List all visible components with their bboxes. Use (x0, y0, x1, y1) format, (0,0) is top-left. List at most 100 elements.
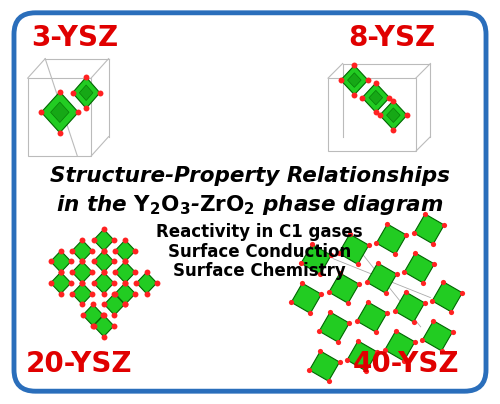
Point (355, 281, 363, 287)
Point (411, 339, 419, 345)
Point (372, 329, 380, 335)
Polygon shape (50, 102, 69, 122)
Polygon shape (104, 294, 124, 315)
Point (121, 258, 129, 265)
Point (79, 312, 87, 318)
Point (90, 323, 98, 329)
Polygon shape (338, 234, 369, 264)
Point (318, 291, 326, 297)
Point (56, 88, 64, 95)
Point (325, 289, 333, 295)
Polygon shape (357, 302, 387, 332)
Point (344, 300, 352, 307)
Text: 8-YSZ: 8-YSZ (348, 25, 435, 53)
Point (78, 280, 86, 286)
Point (400, 269, 408, 275)
Point (383, 310, 391, 316)
Polygon shape (348, 73, 361, 87)
Point (354, 338, 362, 344)
Point (121, 258, 129, 265)
Point (315, 328, 323, 335)
Point (78, 301, 86, 307)
Point (381, 347, 389, 353)
Point (403, 112, 411, 118)
Polygon shape (376, 224, 406, 254)
Point (428, 298, 436, 304)
Point (111, 269, 119, 276)
Point (410, 319, 418, 325)
Text: Structure-Property Relationships: Structure-Property Relationships (50, 166, 450, 186)
Point (121, 237, 129, 243)
Point (392, 328, 400, 334)
Point (430, 261, 438, 267)
Polygon shape (94, 229, 114, 251)
Polygon shape (380, 101, 407, 130)
Point (110, 323, 118, 329)
Point (326, 309, 334, 315)
Text: Surface Conduction: Surface Conduction (168, 243, 352, 261)
Point (78, 258, 86, 265)
Point (74, 109, 82, 116)
Point (308, 241, 316, 248)
Point (38, 109, 46, 116)
Point (78, 237, 86, 243)
Point (110, 312, 118, 318)
Point (402, 288, 409, 295)
Point (287, 299, 295, 305)
Point (346, 320, 354, 326)
Point (353, 318, 361, 324)
Point (121, 280, 129, 286)
Point (46, 258, 54, 265)
Point (82, 105, 90, 112)
Point (390, 97, 398, 104)
Point (448, 309, 456, 315)
Point (111, 290, 119, 297)
Point (386, 95, 394, 101)
Polygon shape (83, 304, 103, 326)
Point (68, 248, 76, 254)
Point (90, 280, 98, 286)
Text: 40-YSZ: 40-YSZ (353, 349, 460, 378)
Point (121, 301, 129, 307)
Point (420, 280, 428, 286)
Polygon shape (310, 351, 340, 381)
Point (421, 211, 429, 217)
Point (336, 77, 344, 83)
Point (100, 333, 108, 340)
Point (438, 347, 446, 354)
Polygon shape (80, 85, 93, 101)
Point (132, 290, 140, 297)
Point (100, 269, 108, 276)
Point (306, 367, 314, 373)
Polygon shape (115, 261, 136, 283)
Polygon shape (414, 214, 444, 244)
Polygon shape (291, 283, 322, 314)
Point (306, 310, 314, 317)
Point (354, 261, 362, 267)
Point (418, 337, 426, 343)
Polygon shape (432, 282, 462, 312)
Polygon shape (386, 108, 400, 122)
Point (56, 130, 64, 136)
Polygon shape (94, 272, 114, 294)
Point (364, 77, 372, 83)
Point (68, 90, 76, 96)
Point (430, 318, 438, 324)
Point (100, 290, 108, 297)
Point (88, 248, 96, 254)
Point (384, 221, 392, 227)
Point (100, 248, 108, 254)
Point (142, 290, 150, 297)
Point (297, 260, 305, 267)
Polygon shape (362, 83, 390, 112)
Point (448, 328, 456, 335)
Point (327, 252, 335, 259)
Point (372, 240, 380, 246)
Text: 20-YSZ: 20-YSZ (26, 349, 132, 378)
Point (142, 269, 150, 276)
Point (334, 250, 342, 257)
Point (100, 248, 108, 254)
Polygon shape (404, 253, 434, 283)
Polygon shape (42, 92, 78, 133)
Point (110, 280, 118, 286)
